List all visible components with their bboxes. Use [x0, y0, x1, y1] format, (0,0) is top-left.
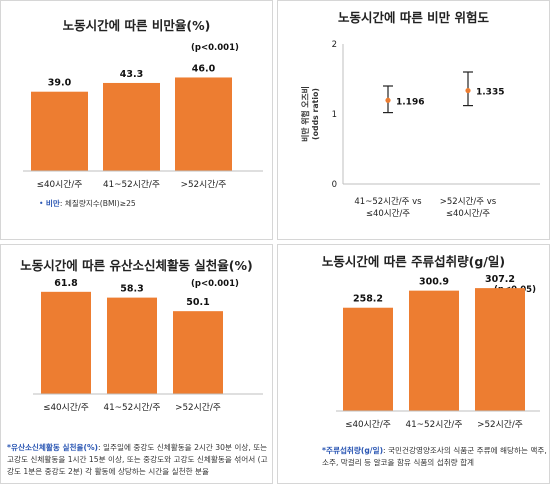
y-axis-title: 비만 위험 오즈비(odds ratio): [300, 86, 320, 142]
point-value-label: 1.335: [476, 88, 504, 98]
bar-value-label: 258.2: [353, 294, 383, 305]
category-label: 41~52시간/주: [103, 402, 160, 413]
category-label: >52시간/주: [181, 179, 227, 190]
y-tick-label: 1: [332, 110, 337, 120]
category-label: ≤40시간/주: [345, 419, 391, 430]
category-label-line1: 41~52시간/주 vs: [354, 196, 422, 207]
note-key: *주류섭취량(g/일): [322, 446, 384, 455]
aerobic-activity-panel: 노동시간에 따른 유산소신체활동 실천율(%) (p<0.001) 61.8 ≤4…: [0, 244, 273, 484]
y-axis-title-main: 비만 위험 오즈비: [300, 86, 310, 142]
bar-value-label: 50.1: [186, 297, 209, 308]
note-text: : 체질량지수(BMI)≥25: [59, 199, 136, 208]
bar-value-label: 58.3: [120, 284, 143, 295]
bar-value-label: 39.0: [48, 78, 72, 89]
obesity-rate-chart: 39.0 ≤40시간/주 43.3 41~52시간/주 46.0 >52시간/주: [23, 63, 263, 190]
bar-value-label: 46.0: [192, 63, 216, 74]
aerobic-activity-title: 노동시간에 따른 유산소신체활동 실천율(%): [20, 258, 253, 273]
alcohol-intake-chart: 258.2 ≤40시간/주 300.9 41~52시간/주 307.2 >52시간/주: [336, 274, 540, 430]
odds-ratio-point: [465, 87, 471, 94]
category-label: 41~52시간/주: [103, 179, 160, 190]
bar-value-label: 300.9: [419, 277, 449, 288]
bar: [31, 91, 88, 171]
bar: [107, 297, 157, 394]
bar: [173, 311, 223, 394]
bar: [103, 82, 160, 171]
note-text: : 국민건강영양조사의 식품군 주류에 해당하는 맥주, 소주, 막걸리 등 알…: [322, 446, 547, 467]
obesity-risk-title: 노동시간에 따른 비만 위험도: [337, 10, 490, 25]
bar: [343, 307, 393, 411]
aerobic-definition-note: *유산소신체활동 실천율(%): 일주일에 중강도 신체활동을 2시간 30분 …: [7, 442, 269, 478]
y-tick-label: 0: [332, 180, 337, 190]
bar: [475, 288, 525, 411]
aerobic-activity-chart: 61.8 ≤40시간/주 58.3 41~52시간/주 50.1 >52시간/주: [33, 278, 263, 413]
bar-value-label: 61.8: [54, 278, 78, 289]
category-label-line1: >52시간/주 vs: [440, 196, 497, 207]
note-key: *유산소신체활동 실천율(%): [7, 443, 99, 452]
category-label: >52시간/주: [477, 419, 523, 430]
category-label: ≤40시간/주: [43, 402, 89, 413]
bar: [41, 291, 91, 394]
obesity-risk-panel: 노동시간에 따른 비만 위험도 0 1 2 비만 위험 오즈비(odds ratio)…: [277, 0, 550, 240]
obesity-rate-title: 노동시간에 따른 비만율(%): [62, 18, 211, 33]
y-axis-title-sub: (odds ratio): [311, 88, 320, 140]
bar: [409, 290, 459, 411]
obesity-risk-chart: 0 1 2 비만 위험 오즈비(odds ratio) 1.196 41~52시간/주 v…: [300, 40, 540, 219]
alcohol-intake-panel: 노동시간에 따른 주류섭취량(g/일) (p<0.05) 258.2≤40시간/…: [277, 244, 550, 484]
point-value-label: 1.196: [396, 97, 424, 107]
category-label-line2: ≤40시간/주: [446, 208, 490, 219]
alcohol-definition-note: *주류섭취량(g/일): 국민건강영양조사의 식품군 주류에 해당하는 맥주, …: [322, 445, 547, 469]
category-label: 41~52시간/주: [405, 419, 462, 430]
category-label: ≤40시간/주: [37, 179, 83, 190]
note-bullet: •: [39, 199, 44, 208]
category-label: >52시간/주: [175, 402, 221, 413]
bar-value-label: 43.3: [120, 69, 143, 80]
note-key: 비만: [45, 199, 60, 208]
alcohol-intake-title: 노동시간에 따른 주류섭취량(g/일): [321, 254, 506, 269]
bar: [175, 77, 232, 171]
category-label-line2: ≤40시간/주: [366, 208, 410, 219]
aerobic-activity-pvalue: (p<0.001): [191, 279, 239, 289]
y-tick-label: 2: [332, 40, 337, 50]
odds-ratio-point: [385, 97, 391, 103]
obesity-definition-note: • 비만: 체질량지수(BMI)≥25: [39, 198, 136, 210]
obesity-rate-pvalue: (p<0.001): [191, 43, 239, 53]
bar-value-label: 307.2: [485, 274, 515, 285]
note-text: : 일주일에 중강도 신체활동을 2시간 30분 이상, 또는 고강도 신체활동…: [7, 443, 268, 476]
obesity-rate-panel: 노동시간에 따른 비만율(%) (p<0.001) 39.0 ≤40시간/주 43.…: [0, 0, 273, 240]
